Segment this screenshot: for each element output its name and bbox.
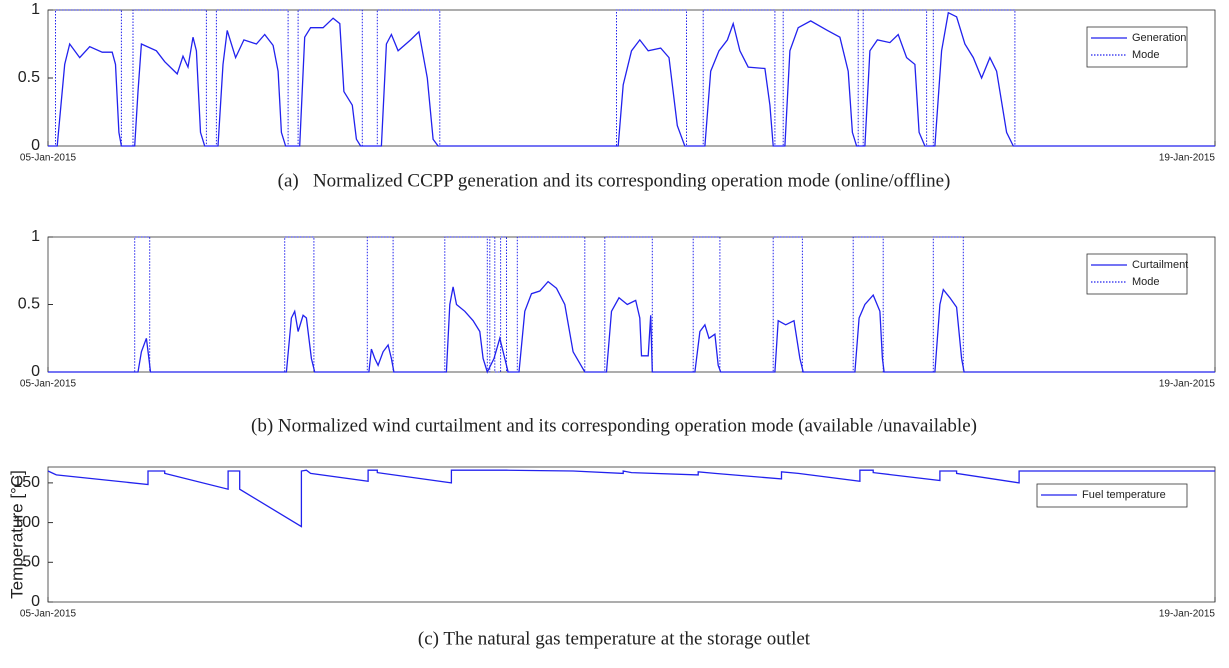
x-tick-label: 05-Jan-2015 [20,379,77,390]
legend-box [1036,483,1188,508]
series-line [48,9,1215,147]
legend-label: Mode [1132,49,1160,61]
caption: (a) Normalized CCPP generation and its c… [278,170,951,191]
caption: (b) Normalized wind curtailment and its … [251,415,977,436]
y-tick-label: 0 [31,137,40,154]
y-tick-label: 0 [31,363,40,380]
y-tick-label: 0.5 [18,69,40,86]
legend-label: Curtailment [1132,259,1188,271]
x-tick-label: 19-Jan-2015 [1159,153,1216,164]
plot-frame [47,466,1216,603]
legend-label: Fuel temperature [1082,489,1166,501]
series-line [48,236,1215,373]
x-tick-label: 19-Jan-2015 [1159,609,1216,620]
y-tick-label: 0.5 [18,296,40,313]
legend-box [1086,253,1188,295]
plot-frame [47,9,1216,147]
x-tick-label: 05-Jan-2015 [20,153,77,164]
plot-frame [47,236,1216,373]
y-axis-label: Temperature [°C] [7,470,26,599]
legend-label: Mode [1132,276,1160,288]
legend-box [1086,26,1188,68]
y-tick-label: 100 [13,514,40,531]
x-tick-label: 19-Jan-2015 [1159,379,1216,390]
y-tick-label: 1 [31,228,40,245]
caption: (c) The natural gas temperature at the s… [418,628,811,649]
y-tick-label: 50 [22,554,40,571]
y-tick-label: 0 [31,593,40,610]
series-line [48,280,1215,374]
series-line [48,11,1215,147]
x-tick-label: 05-Jan-2015 [20,609,77,620]
legend-label: Generation [1132,32,1186,44]
y-tick-label: 1 [31,1,40,18]
y-tick-label: 150 [13,474,40,491]
series-line [47,469,1215,528]
